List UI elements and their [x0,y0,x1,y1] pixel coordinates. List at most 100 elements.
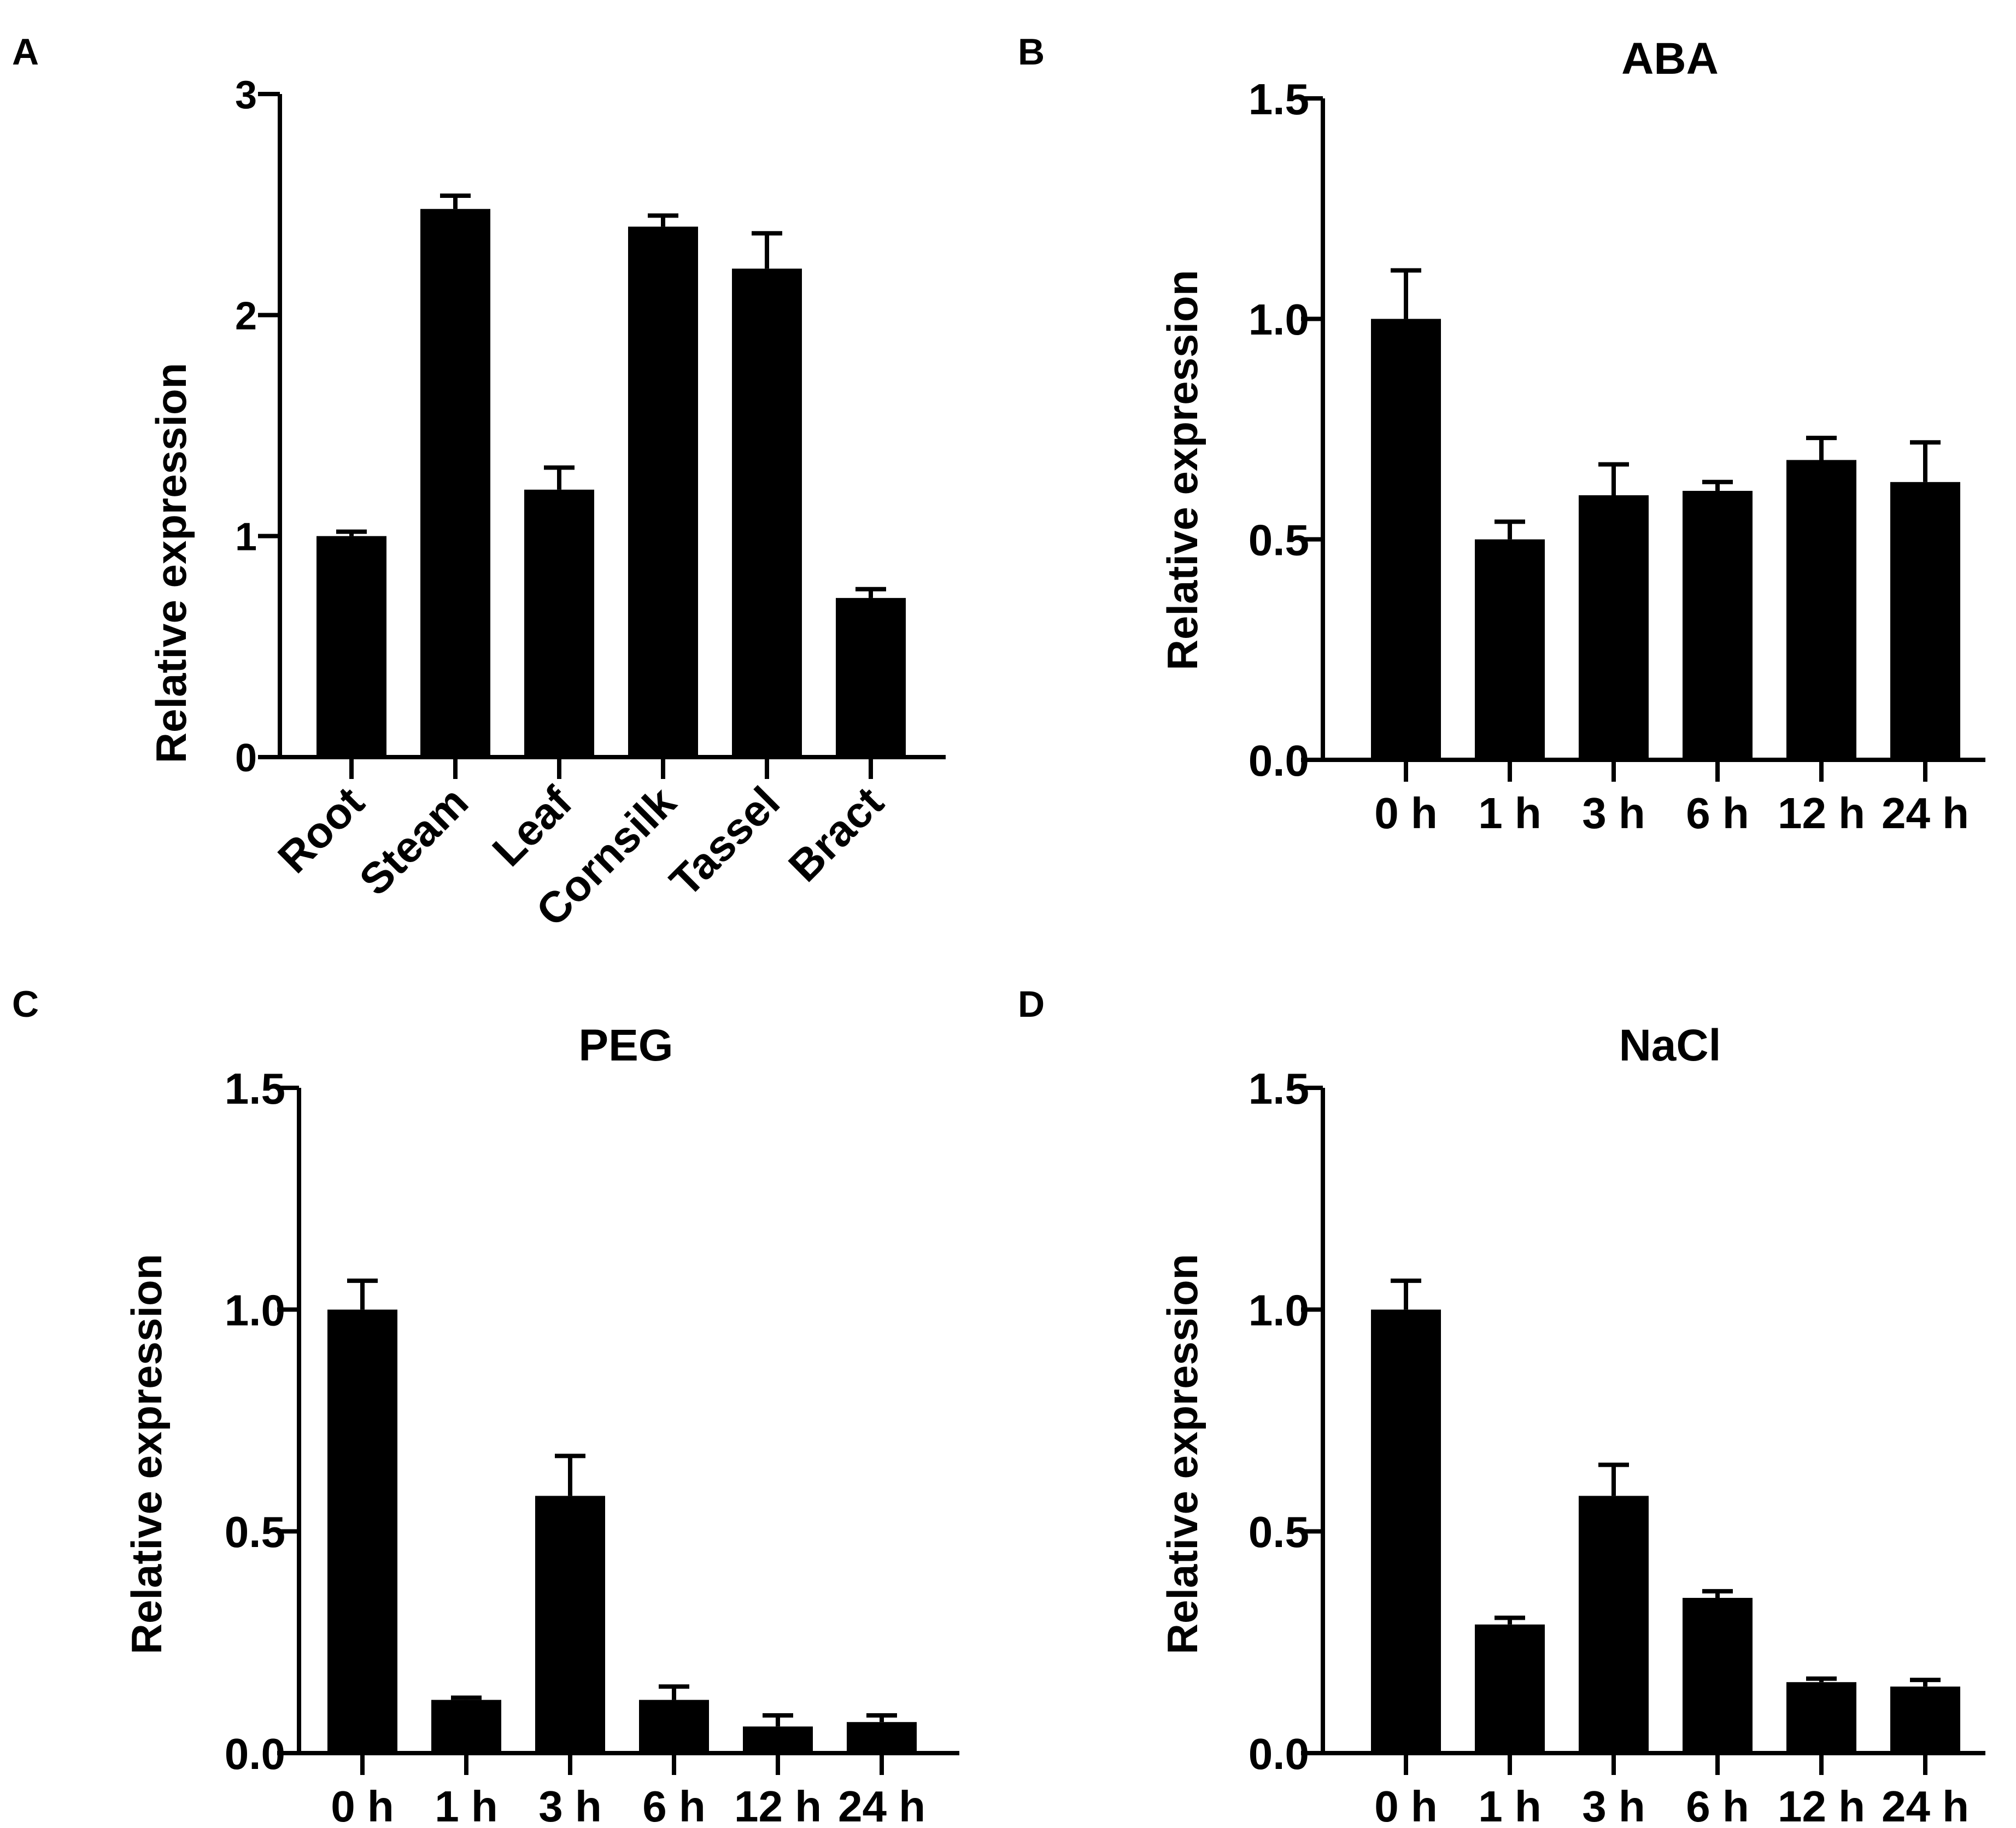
y-axis: 0.0 0.5 1.0 1.5 [1249,1064,1325,1778]
bars [1371,1309,1960,1753]
x-tick-label: 12 h [1778,789,1865,837]
bar [1371,1309,1441,1753]
bars [317,209,906,758]
error-bar [855,587,886,598]
error-bar [1495,519,1525,540]
x-tick-label: 24 h [1882,1782,1969,1828]
panel-letter: B [1018,31,1045,73]
error-bar [1702,479,1733,491]
error-bar [763,1713,793,1727]
y-tick-label: 3 [235,73,257,117]
bar [1786,1682,1856,1753]
error-bar [866,1713,897,1722]
y-tick-label: 1.5 [225,1064,285,1113]
bar [327,1309,397,1753]
panel-c: C PEG Relative expression 0.0 0.5 1.0 1.5 0… [12,983,959,1828]
bar [1579,1496,1649,1753]
chart-title: PEG [578,1021,673,1070]
x-tick-label: 3 h [1582,789,1645,837]
bar [1890,482,1960,760]
y-tick-label: 0.0 [225,1730,285,1778]
x-tick-label: 1 h [435,1782,498,1828]
x-tick-labels: 0 h 1 h 3 h 6 h 12 h 24 h [1374,1782,1969,1828]
x-tick-label: 24 h [838,1782,925,1828]
error-bar [1702,1589,1733,1598]
bar [535,1496,605,1753]
y-tick-label: 0.5 [225,1508,285,1556]
y-tick-label: 1.0 [1249,295,1309,344]
x-tick-label: 0 h [1374,1782,1438,1828]
x-tick-labels: 0 h 1 h 3 h 6 h 12 h 24 h [1374,789,1969,837]
y-tick-label: 1.5 [1249,75,1309,124]
y-tick-label: 2 [235,294,257,338]
y-tick-label: 0.0 [1249,736,1309,785]
error-bar [1598,462,1629,495]
bar [1579,495,1649,760]
bar [1890,1686,1960,1753]
bar [639,1700,709,1753]
error-bar [1391,268,1421,319]
x-tick-label: 1 h [1478,1782,1542,1828]
y-tick-label: 1.0 [225,1286,285,1334]
panel-letter: A [12,31,39,73]
error-bar [440,193,471,209]
error-bar [347,1278,378,1310]
x-tick-labels: 0 h 1 h 3 h 6 h 12 h 24 h [331,1782,925,1828]
bar [317,536,386,757]
x-tick-label: 3 h [1582,1782,1645,1828]
y-tick-label: 0.5 [1249,1508,1309,1556]
error-bar [1495,1615,1525,1625]
bar [732,268,802,757]
error-bars [347,1278,897,1727]
bars [1371,319,1960,760]
y-axis-label: Relative expression [147,363,195,764]
x-tick-label: 24 h [1882,789,1969,837]
error-bar [1598,1462,1629,1496]
y-tick-label: 1 [235,515,257,559]
x-tick-label: 6 h [1686,789,1749,837]
y-axis-label: Relative expression [1158,1254,1206,1655]
y-axis: 0 1 2 3 [235,73,282,780]
panel-letter: C [12,983,39,1025]
x-tick-label: 1 h [1478,789,1542,837]
panel-d: D NaCl Relative expression 0.00.51.01.5 … [1018,983,1985,1828]
bar [847,1722,917,1753]
error-bar [752,231,782,269]
y-tick-label: 1.0 [1249,1286,1309,1334]
bar [1475,1624,1545,1753]
y-axis: 0.0 0.5 1.0 1.5 [225,1064,301,1778]
x-tick-label: 12 h [734,1782,822,1828]
error-bar [336,529,367,536]
panel-letter: D [1018,983,1045,1025]
y-tick-label: 0.5 [1249,515,1309,564]
chart-title: ABA [1621,34,1719,84]
error-bar [659,1684,689,1700]
error-bar [1910,1678,1941,1687]
error-bar [1806,1676,1837,1683]
x-tick-label: 6 h [1686,1782,1749,1828]
y-axis-label: Relative expression [122,1254,171,1655]
bar [1683,490,1753,760]
bar [431,1700,501,1753]
chart-title: NaCl [1619,1021,1721,1070]
bar [1475,539,1545,760]
error-bar [1910,440,1941,482]
bar [420,209,490,758]
bar [743,1726,813,1753]
error-bar [1391,1278,1421,1310]
bar [1683,1598,1753,1753]
bar [524,489,594,757]
bar [836,597,906,757]
error-bars [1391,268,1941,540]
error-bar [544,465,575,490]
y-axis-label: Relative expression [1158,270,1206,671]
panel-b: B ABA Relative expression 0.0 0.5 1.0 1.5 0… [1018,31,1985,837]
y-tick-label: 0 [235,736,257,780]
error-bars [1391,1278,1941,1687]
bar [1786,460,1856,760]
x-tick-label: 6 h [642,1782,706,1828]
error-bar [1806,436,1837,460]
y-tick-label: 0.0 [1249,1730,1309,1778]
bars [327,1309,917,1753]
